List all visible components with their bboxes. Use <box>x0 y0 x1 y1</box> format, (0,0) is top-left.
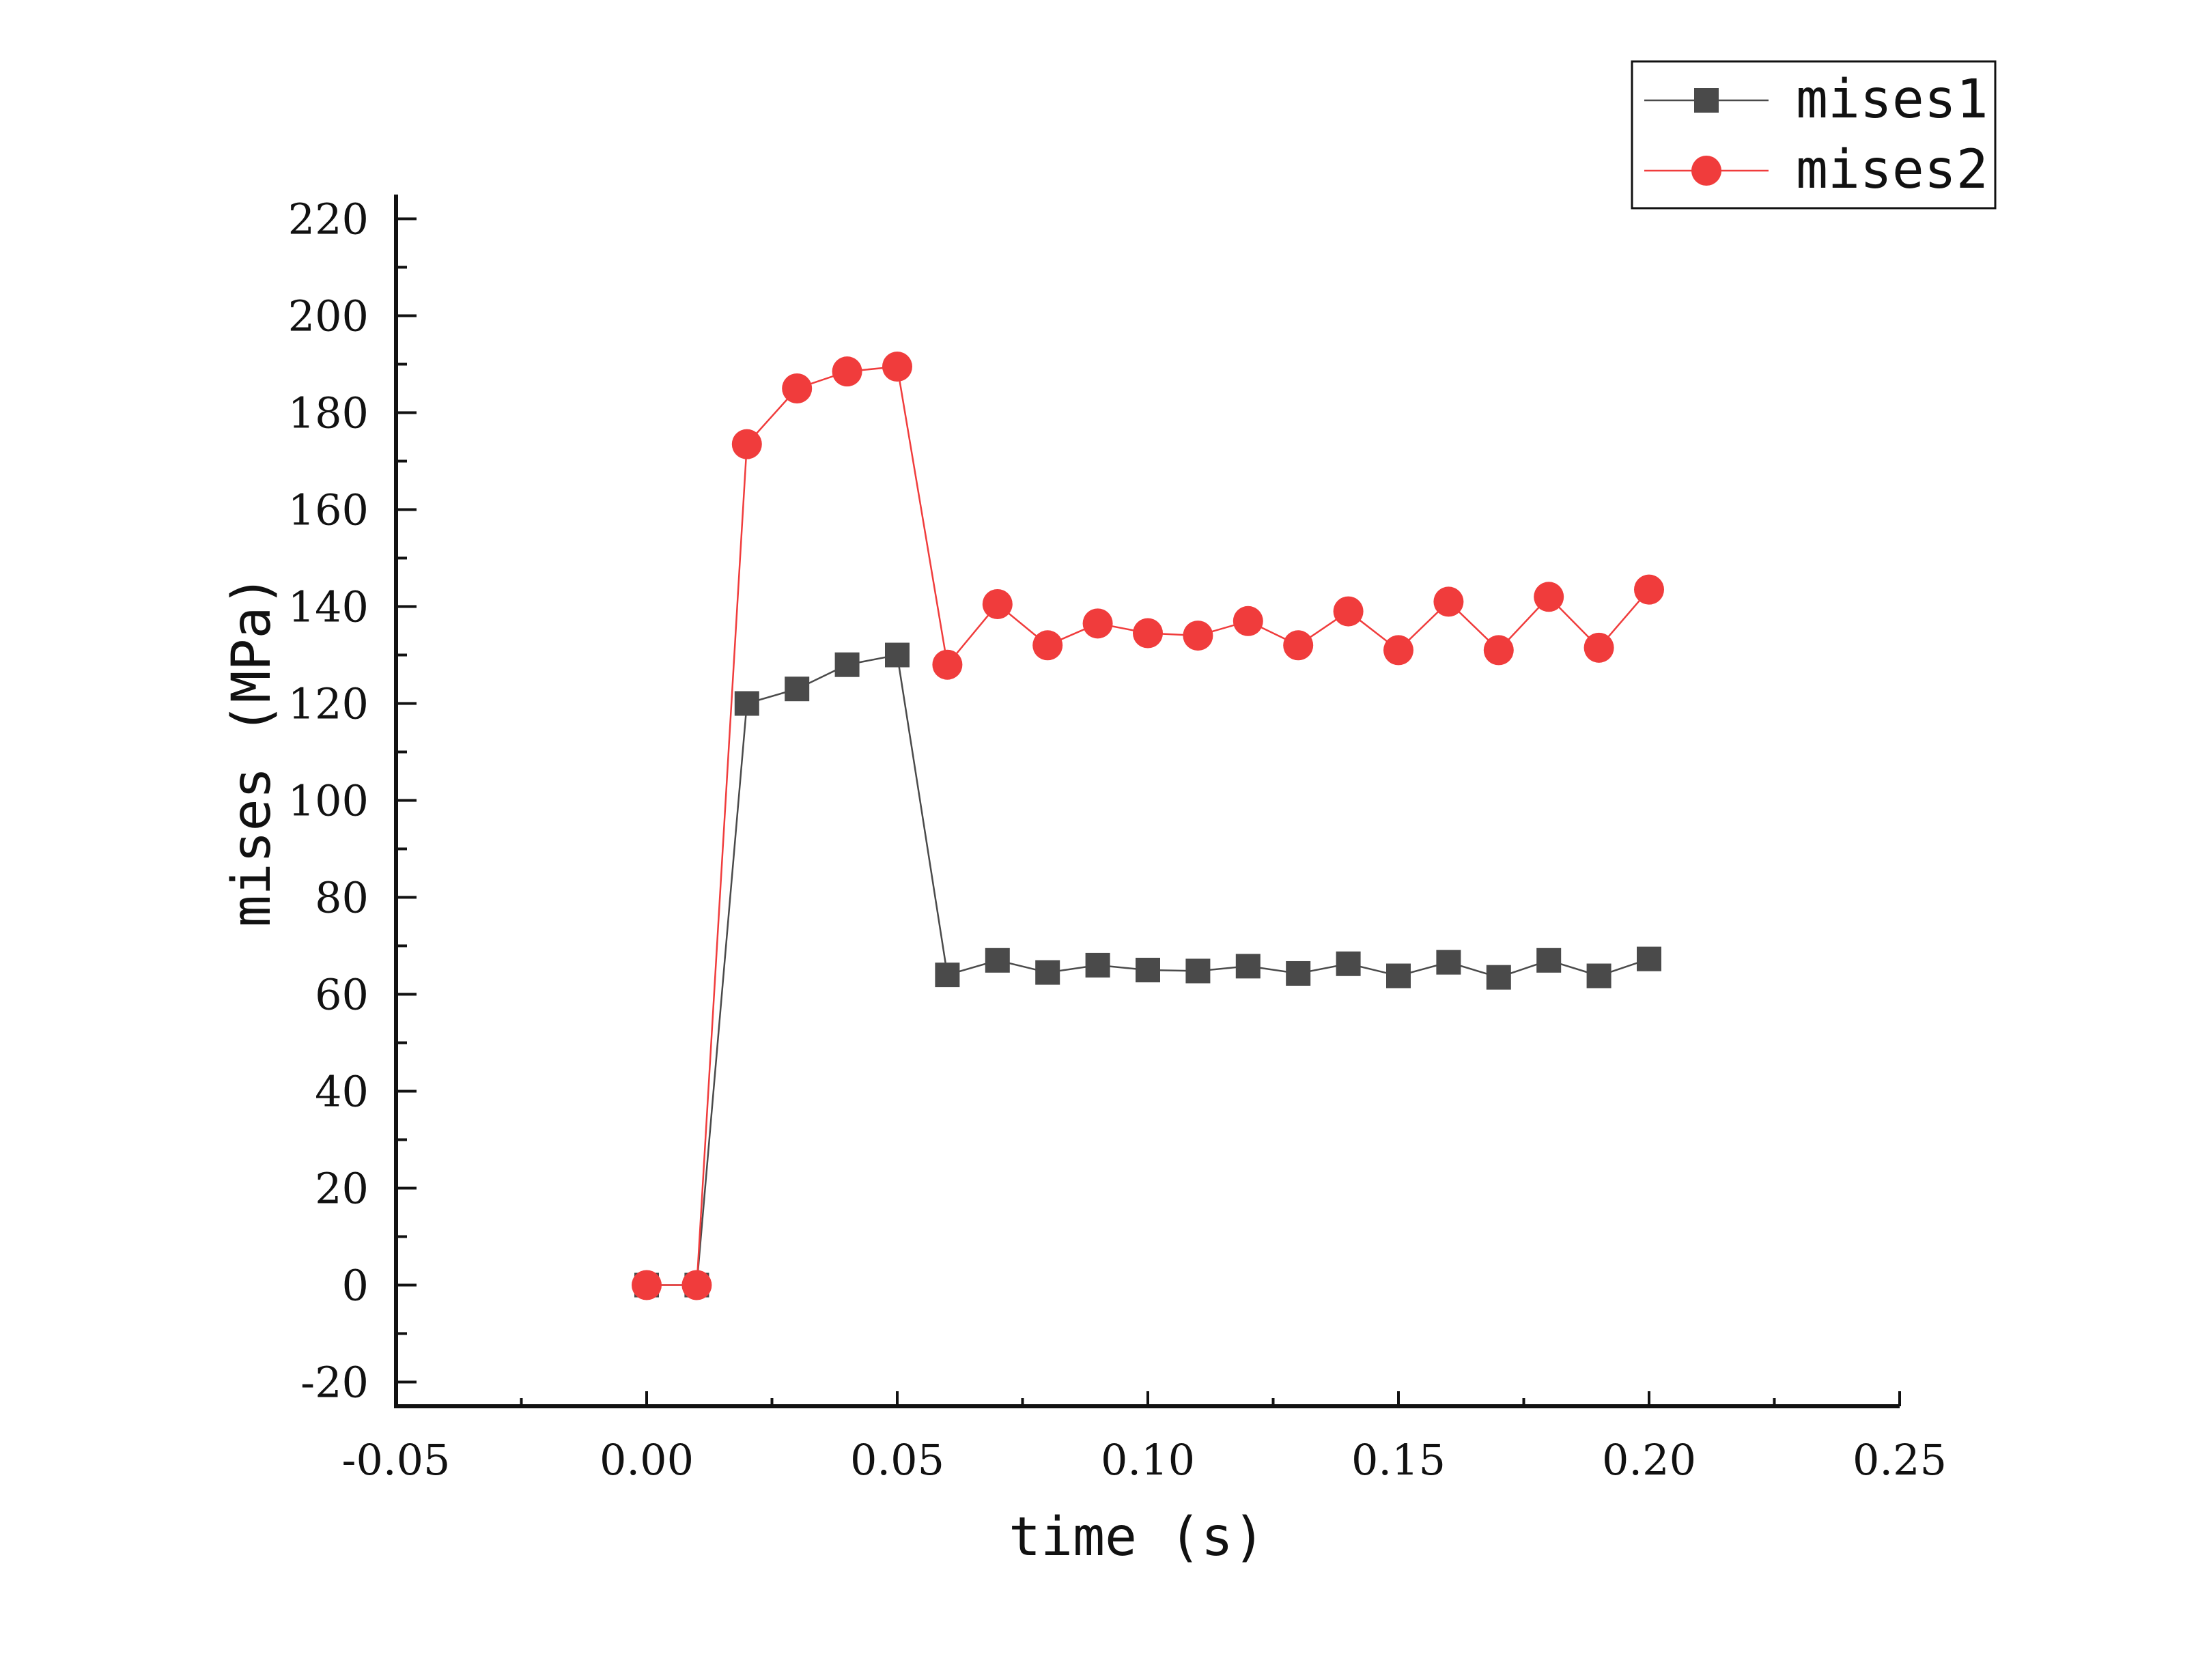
data-point-mises2 <box>1634 574 1664 605</box>
y-tick-label: 80 <box>315 873 369 923</box>
x-axis-ticks: -0.05 0.00 0.05 0.10 0.15 0.20 0.25 <box>342 1391 1947 1485</box>
data-point-mises1 <box>985 948 1010 973</box>
data-point-mises2 <box>632 1270 662 1300</box>
y-tick-label: 180 <box>288 388 369 438</box>
legend-label-mises2: mises2 <box>1796 139 1988 201</box>
data-point-mises1 <box>1586 963 1611 988</box>
y-axis-title: mises (MPa) <box>221 575 283 928</box>
x-tick-label: -0.05 <box>342 1435 451 1485</box>
data-point-mises2 <box>1082 608 1113 639</box>
data-point-mises2 <box>832 356 862 387</box>
legend-marker-mises1 <box>1694 88 1719 113</box>
series-layer <box>632 352 1664 1300</box>
data-point-mises1 <box>1136 958 1160 982</box>
y-tick-label: 200 <box>288 291 369 341</box>
data-point-mises1 <box>1286 960 1311 986</box>
data-point-mises2 <box>681 1270 712 1300</box>
data-point-mises2 <box>731 429 762 459</box>
data-point-mises2 <box>1183 621 1213 651</box>
y-tick-label: 160 <box>288 485 369 535</box>
series-mises1 <box>634 642 1661 1298</box>
y-tick-label: 100 <box>288 776 369 826</box>
data-point-mises2 <box>1233 606 1263 636</box>
data-point-mises2 <box>1583 632 1614 663</box>
x-tick-label: 0.10 <box>1101 1435 1195 1485</box>
data-point-mises2 <box>1433 586 1464 617</box>
data-point-mises2 <box>1483 635 1514 666</box>
legend: mises1 mises2 <box>1631 60 1997 210</box>
y-tick-label: 140 <box>288 582 369 632</box>
data-point-mises1 <box>1486 965 1511 990</box>
data-point-mises1 <box>1386 963 1411 988</box>
y-tick-label: 40 <box>315 1067 369 1117</box>
y-tick-label: 120 <box>288 679 369 729</box>
series-line-mises2 <box>647 365 1650 1286</box>
x-tick-label: 0.15 <box>1351 1435 1446 1485</box>
x-axis-title: time (s) <box>1009 1507 1265 1568</box>
axes <box>394 195 1900 1408</box>
y-axis-ticks: -20 0 20 40 60 80 100 120 140 160 180 200 220 <box>288 195 417 1408</box>
data-point-mises2 <box>1283 630 1314 661</box>
y-tick-label: 20 <box>315 1164 369 1214</box>
legend-label-mises1: mises1 <box>1796 69 1988 130</box>
x-tick-label: 0.00 <box>600 1435 694 1485</box>
data-point-mises1 <box>1085 952 1110 978</box>
y-tick-label: -20 <box>300 1358 369 1408</box>
data-point-mises2 <box>882 352 912 382</box>
data-point-mises1 <box>885 642 910 668</box>
legend-marker-mises2 <box>1691 156 1721 186</box>
legend-item-mises2: mises2 <box>1644 139 1988 201</box>
data-point-mises1 <box>1185 958 1211 984</box>
data-point-mises1 <box>1235 954 1261 979</box>
data-point-mises1 <box>1035 960 1060 985</box>
data-point-mises1 <box>734 691 759 716</box>
data-point-mises1 <box>1436 950 1461 975</box>
data-point-mises2 <box>782 373 813 403</box>
data-point-mises2 <box>1032 630 1063 661</box>
data-point-mises1 <box>1536 948 1562 973</box>
data-point-mises1 <box>834 652 860 677</box>
data-point-mises1 <box>935 963 960 988</box>
data-point-mises2 <box>1333 596 1364 627</box>
data-point-mises1 <box>785 677 810 702</box>
data-point-mises1 <box>1637 946 1661 971</box>
y-tick-label: 0 <box>342 1261 369 1311</box>
x-tick-label: 0.25 <box>1853 1435 1947 1485</box>
y-tick-label: 220 <box>288 195 369 244</box>
legend-box <box>1631 60 1997 210</box>
data-point-mises1 <box>1336 951 1361 976</box>
data-point-mises2 <box>932 649 963 680</box>
data-point-mises2 <box>1133 618 1163 649</box>
x-tick-label: 0.20 <box>1602 1435 1696 1485</box>
data-point-mises2 <box>982 588 1013 619</box>
series-mises2 <box>632 352 1664 1300</box>
y-tick-label: 60 <box>315 970 369 1020</box>
data-point-mises2 <box>1383 635 1413 666</box>
legend-item-mises1: mises1 <box>1644 69 1988 130</box>
x-tick-label: 0.05 <box>850 1435 944 1485</box>
data-point-mises2 <box>1534 582 1564 612</box>
